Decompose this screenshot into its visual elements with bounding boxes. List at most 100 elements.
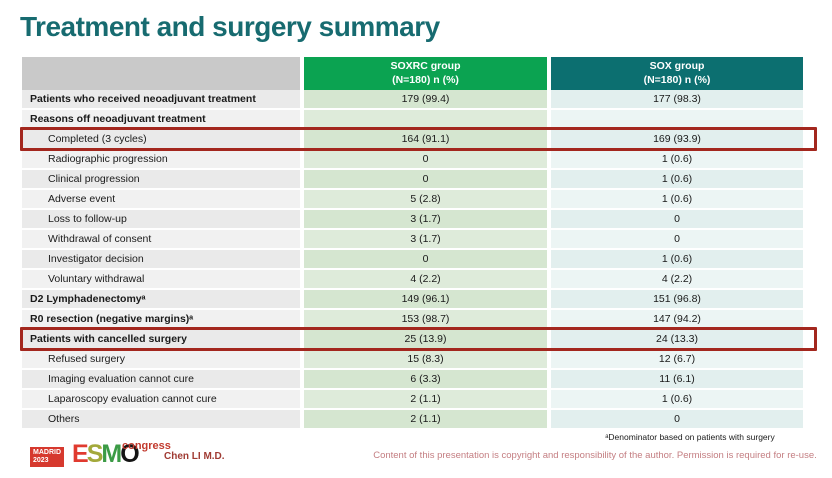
sox-value: 1 (0.6) <box>661 153 693 165</box>
row-label-cell: Patients who received neoadjuvant treatm… <box>22 90 300 110</box>
row-label-cell: Imaging evaluation cannot cure <box>22 370 300 390</box>
soxrc-value-cell: 15 (8.3) <box>304 350 547 370</box>
row-label-cell: Others <box>22 410 300 430</box>
soxrc-value-cell: 25 (13.9) <box>304 330 547 350</box>
soxrc-value: 15 (8.3) <box>407 353 444 365</box>
table-row: Radiographic progression 0 1 (0.6) <box>22 150 803 170</box>
madrid-2023-badge: MADRID 2023 <box>30 447 64 468</box>
soxrc-value-cell: 0 <box>304 150 547 170</box>
sox-value: 4 (2.2) <box>661 273 693 285</box>
soxrc-group-name: SOXRC group <box>390 59 461 72</box>
soxrc-value-cell: 2 (1.1) <box>304 410 547 430</box>
sox-value: 1 (0.6) <box>661 173 693 185</box>
sox-value-cell: 0 <box>551 210 803 230</box>
table-row: Investigator decision 0 1 (0.6) <box>22 250 803 270</box>
row-label: Others <box>48 413 80 425</box>
row-label: Withdrawal of consent <box>48 233 152 245</box>
soxrc-value-cell: 6 (3.3) <box>304 370 547 390</box>
sox-value: 147 (94.2) <box>653 313 701 325</box>
soxrc-value-cell: 3 (1.7) <box>304 230 547 250</box>
sox-value-cell: 4 (2.2) <box>551 270 803 290</box>
esmo-congress-logo: MADRID 2023 ESMO congress <box>30 440 171 473</box>
row-label: Imaging evaluation cannot cure <box>48 373 194 385</box>
sox-value-cell: 0 <box>551 410 803 430</box>
row-label-cell: Investigator decision <box>22 250 300 270</box>
sox-value-cell <box>551 110 803 130</box>
table-body: Patients who received neoadjuvant treatm… <box>20 90 817 430</box>
esmo-letter-e: E <box>72 440 89 468</box>
sox-value: 0 <box>674 233 680 245</box>
sox-value: 177 (98.3) <box>653 93 701 105</box>
sox-value: 169 (93.9) <box>653 133 701 145</box>
sox-value: 1 (0.6) <box>661 253 693 265</box>
row-label: Completed (3 cycles) <box>48 133 147 145</box>
soxrc-value: 6 (3.3) <box>410 373 441 385</box>
table-row: Imaging evaluation cannot cure 6 (3.3) 1… <box>22 370 803 390</box>
table-row: Completed (3 cycles) 164 (91.1) 169 (93.… <box>20 127 817 151</box>
row-label-cell: Withdrawal of consent <box>22 230 300 250</box>
madrid-year: 2023 <box>33 457 49 465</box>
soxrc-value: 3 (1.7) <box>410 213 441 225</box>
soxrc-value: 149 (96.1) <box>401 293 450 305</box>
soxrc-value-cell: 179 (99.4) <box>304 90 547 110</box>
table-row: Clinical progression 0 1 (0.6) <box>22 170 803 190</box>
row-label-cell: Reasons off neoadjuvant treatment <box>22 110 300 130</box>
sox-group-n: (N=180) n (%) <box>643 73 711 86</box>
row-label: Clinical progression <box>48 173 140 185</box>
sox-value-cell: 1 (0.6) <box>551 390 803 410</box>
denominator-footnote: ᵃDenominator based on patients with surg… <box>605 432 775 442</box>
table-row: Others 2 (1.1) 0 <box>22 410 803 430</box>
row-label-cell: D2 Lymphadenectomyᵃ <box>22 290 300 310</box>
row-label-cell: Adverse event <box>22 190 300 210</box>
table-row: Reasons off neoadjuvant treatment <box>22 110 803 130</box>
soxrc-value-cell: 5 (2.8) <box>304 190 547 210</box>
soxrc-value-cell: 0 <box>304 170 547 190</box>
sox-value-cell: 177 (98.3) <box>551 90 803 110</box>
table-row: Voluntary withdrawal 4 (2.2) 4 (2.2) <box>22 270 803 290</box>
sox-value: 1 (0.6) <box>661 393 693 405</box>
sox-value-cell: 12 (6.7) <box>551 350 803 370</box>
row-label: Laparoscopy evaluation cannot cure <box>48 393 217 405</box>
row-label: R0 resection (negative margins)ᵃ <box>30 313 194 325</box>
row-label: D2 Lymphadenectomyᵃ <box>30 293 146 305</box>
sox-value-cell: 147 (94.2) <box>551 310 803 330</box>
soxrc-value: 0 <box>422 253 429 265</box>
sox-value: 0 <box>674 413 680 425</box>
header-cell-empty <box>22 57 300 90</box>
row-label-cell: Refused surgery <box>22 350 300 370</box>
row-label: Investigator decision <box>48 253 144 265</box>
esmo-wordmark: ESMO <box>72 440 140 469</box>
table-row: Laparoscopy evaluation cannot cure 2 (1.… <box>22 390 803 410</box>
soxrc-value-cell: 153 (98.7) <box>304 310 547 330</box>
table-header-row: SOXRC group (N=180) n (%) SOX group (N=1… <box>22 57 803 90</box>
table-row: Withdrawal of consent 3 (1.7) 0 <box>22 230 803 250</box>
sox-value-cell: 169 (93.9) <box>551 130 803 150</box>
soxrc-value: 2 (1.1) <box>410 413 441 425</box>
soxrc-value: 164 (91.1) <box>401 133 450 145</box>
table-row: Refused surgery 15 (8.3) 12 (6.7) <box>22 350 803 370</box>
soxrc-value: 3 (1.7) <box>410 233 441 245</box>
soxrc-value: 0 <box>422 173 429 185</box>
header-cell-soxrc-group: SOXRC group (N=180) n (%) <box>304 57 547 90</box>
sox-value-cell: 1 (0.6) <box>551 250 803 270</box>
row-label-cell: Clinical progression <box>22 170 300 190</box>
soxrc-value-cell: 3 (1.7) <box>304 210 547 230</box>
congress-label: congress <box>122 440 171 452</box>
row-label: Refused surgery <box>48 353 126 365</box>
sox-group-name: SOX group <box>649 59 705 72</box>
row-label: Voluntary withdrawal <box>48 273 145 285</box>
soxrc-value: 0 <box>422 153 429 165</box>
table-row: Patients with cancelled surgery 25 (13.9… <box>20 327 817 351</box>
soxrc-value: 153 (98.7) <box>401 313 450 325</box>
row-label-cell: Completed (3 cycles) <box>22 130 300 150</box>
page-title: Treatment and surgery summary <box>20 11 440 42</box>
table-row: D2 Lymphadenectomyᵃ 149 (96.1) 151 (96.8… <box>22 290 803 310</box>
sox-value: 0 <box>674 213 680 225</box>
soxrc-value: 2 (1.1) <box>410 393 441 405</box>
soxrc-group-n: (N=180) n (%) <box>392 73 459 86</box>
esmo-letter-o: O <box>120 440 140 468</box>
sox-value-cell: 24 (13.3) <box>551 330 803 350</box>
soxrc-value-cell: 149 (96.1) <box>304 290 547 310</box>
row-label: Radiographic progression <box>48 153 168 165</box>
sox-value: 11 (6.1) <box>659 373 695 385</box>
